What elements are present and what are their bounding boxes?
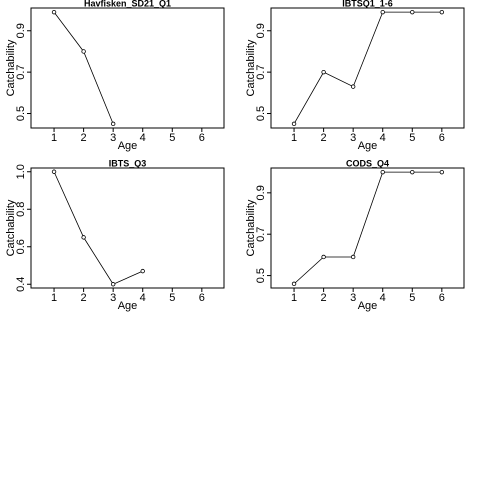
y-tick-label: 0.9 — [255, 185, 267, 200]
data-point — [110, 121, 116, 127]
x-axis-label: Age — [118, 140, 138, 152]
panel-title: CODS_Q4 — [346, 158, 389, 168]
data-point — [410, 9, 415, 15]
x-tick-label: 2 — [321, 132, 327, 144]
data-line — [293, 171, 442, 285]
data-point — [350, 254, 356, 260]
x-tick-label: 3 — [350, 292, 356, 304]
x-tick-label: 2 — [321, 292, 327, 304]
data-line — [53, 171, 143, 285]
panel-title: Havfisken_SD21_Q1 — [84, 0, 171, 8]
x-tick-label: 5 — [409, 132, 415, 144]
x-tick-label: 1 — [291, 292, 297, 304]
x-tick-label: 5 — [169, 292, 175, 304]
y-axis-label: Catchability — [5, 39, 17, 96]
y-tick-label: 0.7 — [255, 227, 267, 242]
y-tick-label: 0.7 — [255, 64, 267, 79]
data-point — [51, 169, 57, 174]
y-tick-label: 0.6 — [15, 239, 27, 254]
plot-frame — [270, 167, 465, 289]
data-point — [81, 49, 86, 54]
plot-frame — [30, 167, 225, 289]
y-axis-label: Catchability — [245, 199, 257, 256]
x-tick-label: 3 — [110, 292, 116, 304]
data-point — [410, 169, 415, 175]
x-tick-label: 5 — [169, 132, 175, 144]
y-tick-label: 0.9 — [15, 23, 27, 38]
data-point — [110, 282, 116, 287]
x-tick-label: 4 — [140, 132, 146, 144]
x-tick-label: 4 — [380, 132, 386, 144]
x-axis-label: Age — [358, 140, 378, 152]
data-point — [140, 268, 145, 274]
x-tick-label: 1 — [291, 132, 297, 144]
y-axis-label: Catchability — [5, 199, 17, 256]
x-tick-label: 4 — [140, 292, 146, 304]
x-tick-label: 6 — [439, 132, 445, 144]
y-tick-label: 0.4 — [15, 277, 27, 292]
x-tick-label: 3 — [350, 132, 356, 144]
y-tick-label: 0.5 — [255, 268, 267, 283]
plot-frame — [30, 7, 225, 129]
data-point — [51, 9, 57, 15]
x-tick-label: 2 — [81, 132, 87, 144]
x-axis-label: Age — [118, 300, 138, 312]
x-tick-label: 6 — [199, 292, 205, 304]
x-tick-label: 5 — [409, 292, 415, 304]
x-tick-label: 6 — [439, 292, 445, 304]
x-tick-label: 4 — [380, 292, 386, 304]
data-point — [81, 235, 86, 240]
x-tick-label: 2 — [81, 292, 87, 304]
panel-title: IBTSQ1_1-6 — [342, 0, 393, 8]
x-tick-label: 3 — [110, 132, 116, 144]
x-tick-label: 6 — [199, 132, 205, 144]
y-axis-label: Catchability — [245, 39, 257, 96]
data-point — [350, 84, 356, 89]
data-line — [293, 11, 442, 125]
plot-frame — [270, 7, 465, 129]
y-tick-label: 0.5 — [255, 106, 267, 121]
data-point — [439, 169, 445, 175]
data-point — [439, 9, 445, 15]
data-line — [53, 11, 114, 125]
data-point — [380, 169, 385, 175]
data-point — [380, 9, 385, 15]
x-axis-label: Age — [358, 300, 378, 312]
panel-title: IBTS_Q3 — [109, 158, 147, 168]
y-tick-label: 1.0 — [15, 164, 27, 179]
y-tick-label: 0.9 — [255, 23, 267, 38]
y-tick-label: 0.8 — [15, 202, 27, 217]
x-tick-label: 1 — [51, 132, 57, 144]
data-point — [321, 254, 326, 260]
y-tick-label: 0.5 — [15, 106, 27, 121]
data-point — [291, 281, 297, 287]
x-tick-label: 1 — [51, 292, 57, 304]
data-point — [321, 69, 326, 75]
y-tick-label: 0.7 — [15, 64, 27, 79]
data-point — [291, 121, 297, 127]
